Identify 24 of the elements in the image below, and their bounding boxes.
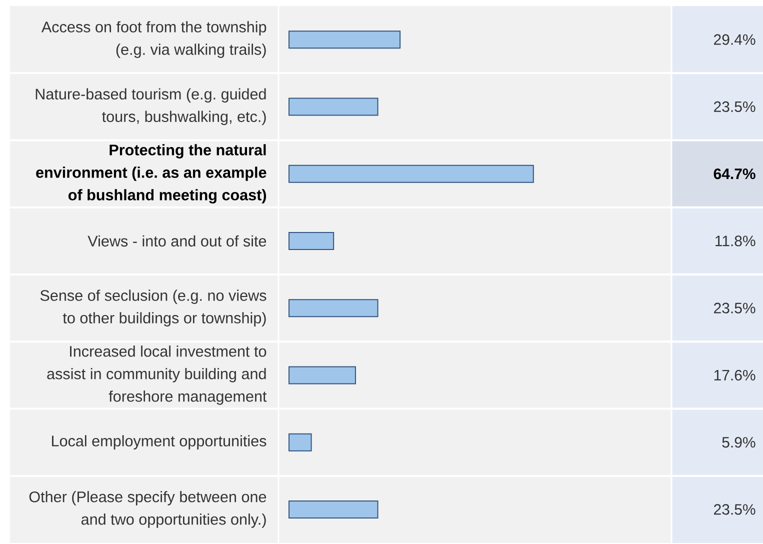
y-tick-label: Local employment opportunities — [52, 435, 266, 450]
y-tick-label: Views - into and out of site — [88, 235, 266, 247]
bar — [288, 98, 378, 116]
data-label: 5.9% — [722, 437, 756, 448]
data-label: 64.7% — [714, 168, 756, 180]
bar — [288, 500, 378, 518]
y-tick-label: Access on foot from the township (e.g. via walking trails) — [41, 21, 266, 58]
bar — [288, 164, 534, 183]
y-tick-label: Other (Please specify between one and two opportunities only.) — [29, 491, 266, 528]
bar — [288, 30, 401, 49]
data-label: 11.8% — [716, 236, 756, 246]
bar — [288, 366, 356, 384]
bar — [288, 433, 312, 452]
bar — [288, 299, 378, 318]
data-label: 23.5% — [714, 302, 756, 314]
y-tick-label: Protecting the natural environment (i.e. as an example of bushland meeting coast) — [36, 144, 266, 204]
bar — [288, 232, 334, 250]
y-tick-label: Nature-based tourism (e.g. guided tours, bushwalking, etc.) — [36, 88, 266, 126]
y-tick-label: Increased local investment to assist in community building and foreshore management — [47, 346, 267, 405]
data-label: 23.5% — [714, 101, 756, 112]
data-label: 23.5% — [714, 504, 756, 515]
data-label: 17.6% — [714, 370, 756, 380]
data-label: 29.4% — [714, 34, 756, 45]
y-tick-label: Sense of seclusion (e.g. no views to other buildings or township) — [40, 290, 266, 326]
